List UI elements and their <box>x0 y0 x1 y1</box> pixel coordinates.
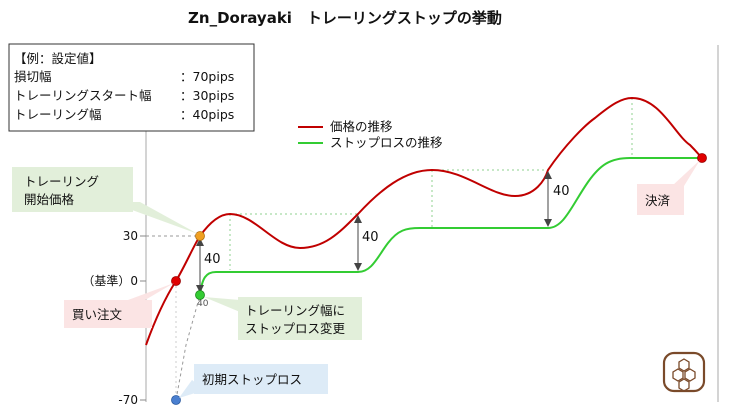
chart-title: Zn_Dorayaki トレーリングストップの挙動 <box>188 9 502 27</box>
settings-box-frame <box>8 43 255 132</box>
callout-trailing-width-line-1: トレーリング幅に <box>245 303 345 318</box>
entry-point <box>171 276 181 286</box>
legend-label-price: 価格の推移 <box>330 119 393 134</box>
legend: 価格の推移 ストップロスの推移 <box>298 119 443 150</box>
callout-buy: 買い注文 <box>64 283 174 328</box>
callout-buy-pointer <box>120 283 174 303</box>
callout-trailing-width-line-2: ストップロス変更 <box>245 321 346 336</box>
settings-heading: 【例：設定値】 <box>14 51 102 66</box>
gap-label-2: 40 <box>362 230 379 245</box>
y-tick-label-0: （基準）0 <box>82 273 138 288</box>
callout-trailing-start-line-1: トレーリング <box>24 174 99 189</box>
callout-trailing-width: トレーリング幅に ストップロス変更 <box>204 297 362 340</box>
callout-trailing-width-box <box>238 297 362 340</box>
settings-row-name-3: トレーリング幅 <box>14 107 102 122</box>
callout-trailing-start-box <box>12 167 133 212</box>
callout-buy-box <box>64 300 152 328</box>
gap-label-3: 40 <box>553 184 570 199</box>
settings-row-value-3: ：40pips <box>180 107 234 122</box>
stop-loss-series-line <box>199 157 702 296</box>
guide-lines <box>229 98 633 270</box>
callout-initial-stop-box <box>194 364 328 394</box>
callout-initial-stop-pointer <box>179 380 205 398</box>
gap-label-1: 40 <box>204 252 221 267</box>
callout-settle-box <box>637 184 684 215</box>
y-tick-label-minus70: -70 <box>118 393 138 407</box>
callout-initial-stop-text: 初期ストップロス <box>202 372 302 387</box>
callout-trailing-width-pointer <box>204 297 240 312</box>
settings-row-value-2: ：30pips <box>180 88 234 103</box>
gap-arrows <box>196 171 552 293</box>
y-tick-label-30: 30 <box>123 229 138 243</box>
callout-buy-text: 買い注文 <box>72 307 123 322</box>
initial-stop-point <box>171 395 181 405</box>
initial-stop-guide <box>175 294 201 401</box>
callout-settle-pointer <box>672 160 700 186</box>
trailing-start-point <box>195 231 205 241</box>
callout-initial-stop: 初期ストップロス <box>179 364 328 398</box>
legend-label-stop: ストップロスの推移 <box>330 135 443 150</box>
settings-row-name-1: 損切幅 <box>14 69 52 84</box>
callout-trailing-start-line-2: 開始価格 <box>24 192 75 207</box>
honeycomb-logo-icon <box>662 351 706 393</box>
callout-settle: 決済 <box>637 160 700 215</box>
gap-label-small: 40 <box>197 299 209 309</box>
callout-trailing-start: トレーリング 開始価格 <box>12 167 198 234</box>
stop-update-point <box>195 290 205 300</box>
settings-box: 【例：設定値】 損切幅 ：70pips トレーリングスタート幅 ：30pips … <box>8 43 255 132</box>
settings-row-value-1: ：70pips <box>180 69 234 84</box>
callout-settle-text: 決済 <box>645 193 671 208</box>
settings-row-name-2: トレーリングスタート幅 <box>14 88 152 103</box>
